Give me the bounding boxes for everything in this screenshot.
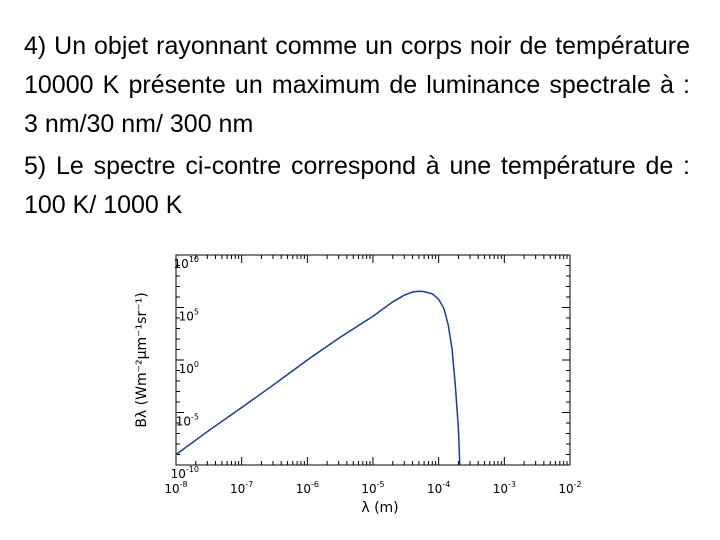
x-tick-label: 10-2: [558, 480, 581, 496]
y-tick-labels: 1010 105 100 10-5 10-10: [171, 255, 199, 481]
y-tick-label: 105: [179, 308, 199, 324]
question-5-text: 5) Le spectre ci-contre correspond à une…: [24, 152, 690, 219]
x-tick-label: 10-3: [493, 480, 516, 496]
y-axis-label: Bλ (Wm⁻²μm⁻¹sr⁻¹): [134, 292, 150, 427]
spectrum-curve: [175, 290, 461, 466]
y-tick-label: 100: [179, 360, 199, 376]
x-tick-label: 10-4: [427, 480, 450, 496]
axis-ticks: [175, 254, 571, 466]
x-tick-label: 10-7: [230, 480, 253, 496]
x-axis-label: λ (m): [361, 500, 398, 516]
y-tick-label: 10-5: [176, 413, 199, 429]
x-tick-label: 10-5: [361, 480, 384, 496]
x-tick-label: 10-6: [296, 480, 319, 496]
plot-frame: [175, 254, 571, 466]
y-tick-label: 1010: [174, 255, 199, 271]
y-tick-label: 10-10: [171, 465, 199, 481]
question-4-text: 4) Un objet rayonnant comme un corps noi…: [24, 32, 690, 138]
x-tick-labels: 10-8 10-7 10-6 10-5 10-4 10-3 10-2: [164, 480, 581, 496]
x-tick-label: 10-8: [164, 480, 187, 496]
